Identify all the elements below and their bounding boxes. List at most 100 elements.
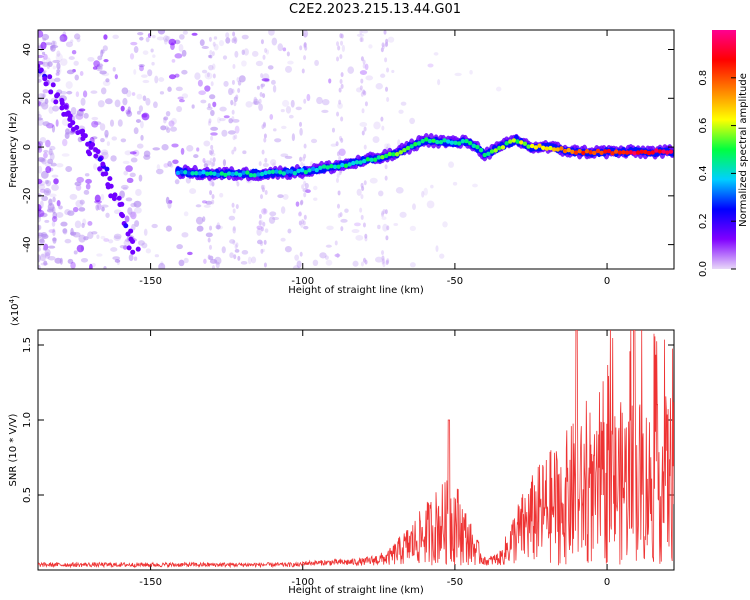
heatmap-noise-dot <box>288 114 294 119</box>
heatmap-streak-dot <box>300 161 304 167</box>
heatmap-noise-dot <box>252 101 261 105</box>
heatmap-noise-dot <box>181 69 188 75</box>
heatmap-noise-dot <box>268 30 275 36</box>
heatmap-track-dot <box>67 113 73 119</box>
heatmap-streak-dot <box>207 237 211 243</box>
heatmap-noise-dot <box>189 188 197 195</box>
ridge-core-dot <box>537 143 542 148</box>
heatmap-noise-dot <box>56 199 61 207</box>
heatmap-streak-dot <box>359 207 363 213</box>
heatmap-noise-dot <box>216 116 221 124</box>
heatmap-noise-dot <box>38 118 44 126</box>
heatmap-noise-dot <box>423 187 428 196</box>
heatmap-noise-dot <box>241 34 249 40</box>
heatmap-streak-dot <box>340 40 344 46</box>
heatmap-streak-dot <box>335 177 339 183</box>
heatmap-noise-dot <box>75 91 80 98</box>
heatmap-noise-dot <box>280 237 286 242</box>
heatmap-noise-dot <box>55 212 64 218</box>
ridge-core-dot <box>201 169 206 175</box>
ridge-core-dot <box>446 139 451 144</box>
heatmap-streak-dot <box>360 261 364 267</box>
ridge-core-dot <box>643 149 648 155</box>
heatmap-noise-dot <box>191 32 198 36</box>
heatmap-streak-dot <box>263 122 267 128</box>
heatmap-streak-dot <box>260 248 264 254</box>
heatmap-noise-dot <box>39 137 47 144</box>
ridge-core-dot <box>343 163 349 168</box>
heatmap-noise-dot <box>99 123 106 131</box>
ridge-core-dot <box>504 141 509 146</box>
heatmap-noise-dot <box>234 50 239 58</box>
heatmap-track-dot <box>117 202 123 208</box>
heatmap-noise-dot <box>268 216 276 224</box>
heatmap-streak-dot <box>207 103 211 109</box>
heatmap-noise-dot <box>45 190 50 194</box>
heatmap-noise-dot <box>325 244 332 248</box>
heatmap-noise-dot <box>103 58 109 63</box>
ridge-core-dot <box>248 172 254 178</box>
heatmap-streak-dot <box>260 73 264 79</box>
ridge-core-dot <box>475 144 480 150</box>
heatmap-noise-dot <box>347 66 355 74</box>
heatmap-streak-dot <box>386 258 390 264</box>
heatmap-streak-dot <box>259 92 263 98</box>
heatmap-noise-dot <box>39 158 46 163</box>
ridge-core-dot <box>562 148 568 154</box>
heatmap-noise-dot <box>150 48 154 53</box>
heatmap-track-dot <box>87 151 93 157</box>
heatmap-noise-dot <box>103 238 110 242</box>
heatmap-streak-dot <box>384 57 388 63</box>
heatmap-streak-dot <box>386 67 390 73</box>
heatmap-streak-dot <box>340 83 344 89</box>
heatmap-noise-dot <box>201 45 209 49</box>
heatmap-noise-dot <box>38 78 42 83</box>
heatmap-noise-dot <box>105 212 110 218</box>
heatmap-noise-dot <box>291 133 296 142</box>
ridge-core-dot <box>482 152 487 158</box>
heatmap-noise-dot <box>200 99 207 104</box>
heatmap-noise-dot <box>426 200 435 209</box>
heatmap-noise-dot <box>41 33 50 41</box>
ridge-core-dot <box>613 149 619 154</box>
heatmap-streak-dot <box>383 30 387 35</box>
heatmap-noise-dot <box>472 183 478 188</box>
heatmap-streak-dot <box>364 233 368 239</box>
heatmap-noise-dot <box>337 102 343 109</box>
heatmap-streak-dot <box>258 220 262 226</box>
heatmap-noise-dot <box>240 260 248 265</box>
heatmap-noise-dot <box>295 201 300 207</box>
heatmap-noise-dot <box>228 215 236 221</box>
heatmap-noise-dot <box>139 36 144 41</box>
heatmap-streak-dot <box>359 37 363 43</box>
heatmap-noise-dot <box>103 34 108 40</box>
heatmap-track-dot <box>38 67 44 73</box>
heatmap-noise-dot <box>123 170 128 176</box>
heatmap-noise-dot <box>142 50 149 55</box>
heatmap-noise-dot <box>206 106 213 111</box>
ridge-core-dot <box>460 139 466 144</box>
heatmap-streak-dot <box>381 125 385 131</box>
heatmap-streak-dot <box>337 190 341 196</box>
heatmap-noise-dot <box>96 234 100 239</box>
heatmap-noise-dot <box>282 193 289 200</box>
heatmap-noise-dot <box>129 53 135 60</box>
ridge-core-dot <box>442 138 447 143</box>
heatmap-noise-dot <box>53 178 59 185</box>
heatmap-noise-dot <box>325 259 333 266</box>
heatmap-track-dot <box>123 223 129 229</box>
heatmap-noise-dot <box>238 75 246 83</box>
heatmap-noise-dot <box>359 70 368 75</box>
ridge-core-dot <box>635 150 641 155</box>
heatmap-track-dot <box>95 149 101 155</box>
ridge-core-dot <box>464 138 469 144</box>
ridge-core-dot <box>544 146 549 151</box>
ridge-core-dot <box>654 148 659 153</box>
heatmap-noise-dot <box>68 56 75 61</box>
heatmap-streak-dot <box>303 98 307 104</box>
heatmap-noise-dot <box>68 131 75 135</box>
ridge-core-dot <box>603 149 608 154</box>
heatmap-noise-dot <box>215 224 221 230</box>
heatmap-noise-dot <box>225 32 230 39</box>
heatmap-streak-dot <box>231 38 235 44</box>
